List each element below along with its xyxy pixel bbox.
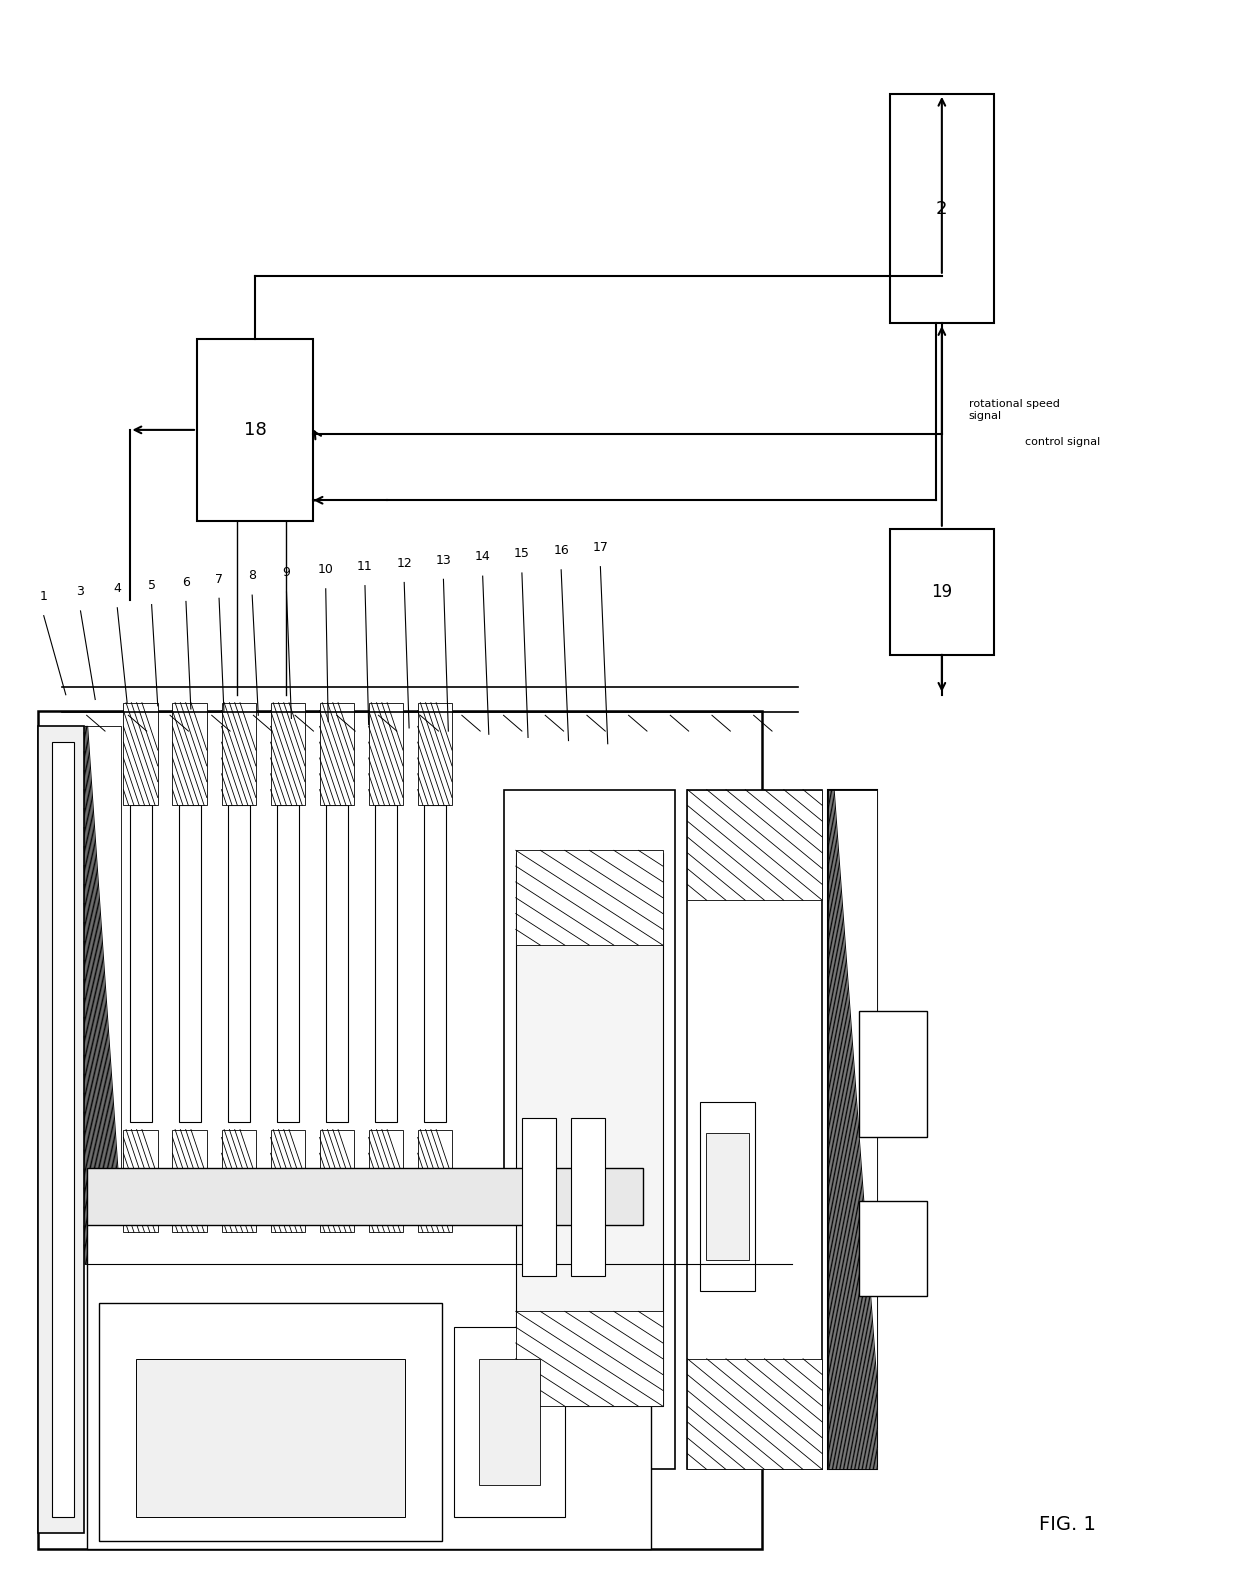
Bar xyxy=(84,726,122,1263)
Text: 2: 2 xyxy=(936,199,947,217)
Bar xyxy=(828,790,878,1469)
Text: rotational speed
signal: rotational speed signal xyxy=(968,399,1060,421)
Bar xyxy=(172,703,207,805)
Bar xyxy=(179,805,201,1121)
Bar xyxy=(570,1118,605,1276)
Text: 11: 11 xyxy=(357,560,373,573)
Bar xyxy=(270,1129,305,1233)
Bar xyxy=(37,710,761,1549)
Bar xyxy=(277,805,299,1121)
Bar xyxy=(172,1129,207,1233)
Bar xyxy=(222,703,255,805)
Bar xyxy=(87,1168,642,1225)
Bar xyxy=(455,1327,565,1517)
Bar xyxy=(479,1359,541,1485)
Text: 17: 17 xyxy=(593,541,609,553)
Text: 1: 1 xyxy=(40,590,47,603)
Text: 10: 10 xyxy=(317,563,334,576)
Bar xyxy=(890,94,994,324)
Bar xyxy=(368,703,403,805)
Text: 15: 15 xyxy=(513,547,529,560)
Bar xyxy=(228,805,249,1121)
Bar xyxy=(124,703,157,805)
Text: 14: 14 xyxy=(475,550,491,563)
Bar xyxy=(320,1129,353,1233)
Bar xyxy=(320,703,353,805)
Text: 6: 6 xyxy=(182,576,190,589)
Text: 3: 3 xyxy=(77,585,84,598)
Bar xyxy=(516,1311,663,1407)
Bar xyxy=(37,726,84,1533)
Text: 7: 7 xyxy=(215,573,223,585)
Bar xyxy=(368,1129,403,1233)
Bar xyxy=(418,703,453,805)
Text: 4: 4 xyxy=(113,582,122,595)
Bar xyxy=(326,805,347,1121)
Text: 8: 8 xyxy=(248,569,257,582)
Bar xyxy=(516,850,663,946)
Bar xyxy=(135,1359,405,1517)
Bar xyxy=(99,1303,443,1541)
Text: 12: 12 xyxy=(397,557,412,569)
Bar xyxy=(687,1359,822,1469)
Bar xyxy=(890,528,994,656)
Bar xyxy=(859,1011,926,1137)
Text: control signal: control signal xyxy=(1025,437,1100,447)
Bar xyxy=(374,805,397,1121)
Bar xyxy=(522,1118,557,1276)
Text: 5: 5 xyxy=(148,579,156,592)
Bar xyxy=(828,790,878,1469)
Bar xyxy=(270,703,305,805)
Bar xyxy=(124,1129,157,1233)
Bar xyxy=(687,790,822,1469)
Bar xyxy=(859,1201,926,1295)
Bar xyxy=(424,805,446,1121)
Bar xyxy=(52,742,74,1517)
Bar xyxy=(222,1129,255,1233)
Bar xyxy=(706,1134,749,1260)
Bar xyxy=(197,340,314,522)
Bar xyxy=(129,805,151,1121)
Bar xyxy=(87,1225,651,1549)
Bar xyxy=(516,853,663,1407)
Text: 18: 18 xyxy=(244,421,267,439)
Text: 13: 13 xyxy=(435,553,451,566)
Text: FIG. 1: FIG. 1 xyxy=(1039,1515,1096,1534)
Bar xyxy=(418,1129,453,1233)
Bar xyxy=(503,790,675,1469)
Text: 9: 9 xyxy=(283,566,290,579)
Bar xyxy=(699,1102,755,1292)
Text: 19: 19 xyxy=(931,582,952,601)
Text: 16: 16 xyxy=(553,544,569,557)
Bar xyxy=(687,790,822,900)
